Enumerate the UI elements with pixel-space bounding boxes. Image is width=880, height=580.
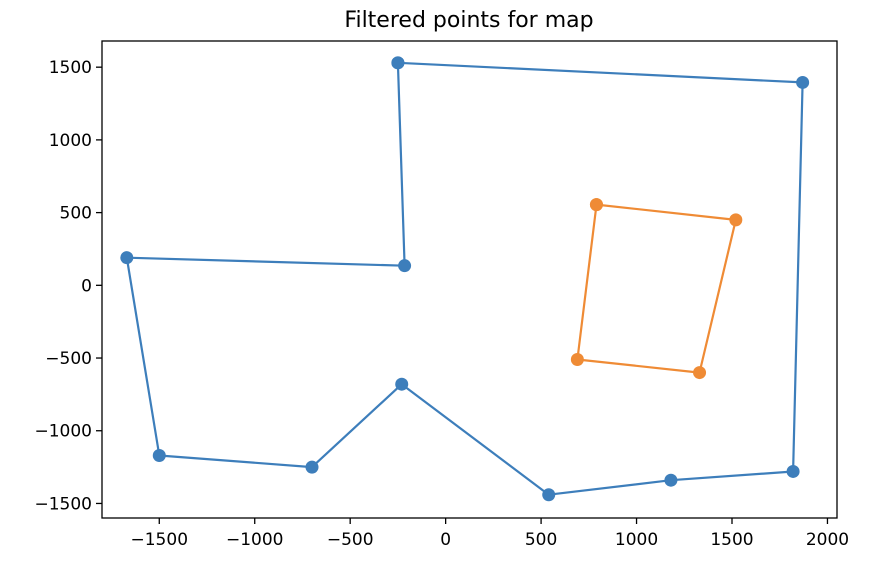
data-point: [398, 259, 412, 273]
data-point: [786, 464, 800, 478]
x-tick-label: 1500: [710, 530, 753, 550]
series-2: [570, 198, 743, 380]
series-layer: [120, 56, 810, 502]
y-tick-label: −1500: [34, 494, 92, 514]
data-point: [542, 488, 556, 502]
x-axis: −1500 −1000 −500 0 500 1000 1500 2000: [131, 518, 849, 550]
y-tick-label: 1000: [49, 131, 92, 151]
series-line: [576, 203, 737, 374]
y-tick-label: −500: [45, 349, 92, 369]
y-tick-label: 0: [81, 276, 92, 296]
x-tick-label: −1000: [226, 530, 284, 550]
y-tick-label: 1500: [49, 58, 92, 78]
chart-title: Filtered points for map: [344, 8, 593, 33]
data-point: [152, 448, 166, 462]
data-point: [120, 251, 134, 265]
data-point: [305, 460, 319, 474]
y-tick-label: 500: [60, 204, 92, 224]
x-tick-label: 500: [525, 530, 557, 550]
y-axis: −1500 −1000 −500 0 500 1000 1500: [34, 58, 102, 514]
x-tick-label: 0: [440, 530, 451, 550]
data-point: [395, 377, 409, 391]
data-point: [391, 56, 405, 70]
axes-frame: [101, 40, 838, 519]
x-tick-label: −1500: [131, 530, 189, 550]
x-tick-label: 1000: [615, 530, 658, 550]
data-point: [796, 75, 810, 89]
data-point: [570, 352, 584, 366]
data-point: [664, 473, 678, 487]
data-point: [693, 366, 707, 380]
y-tick-label: −1000: [34, 422, 92, 442]
data-point: [589, 198, 603, 212]
x-tick-label: 2000: [806, 530, 849, 550]
x-tick-label: −500: [327, 530, 374, 550]
series-1: [120, 56, 810, 502]
series-line: [125, 61, 804, 496]
data-point: [729, 213, 743, 227]
